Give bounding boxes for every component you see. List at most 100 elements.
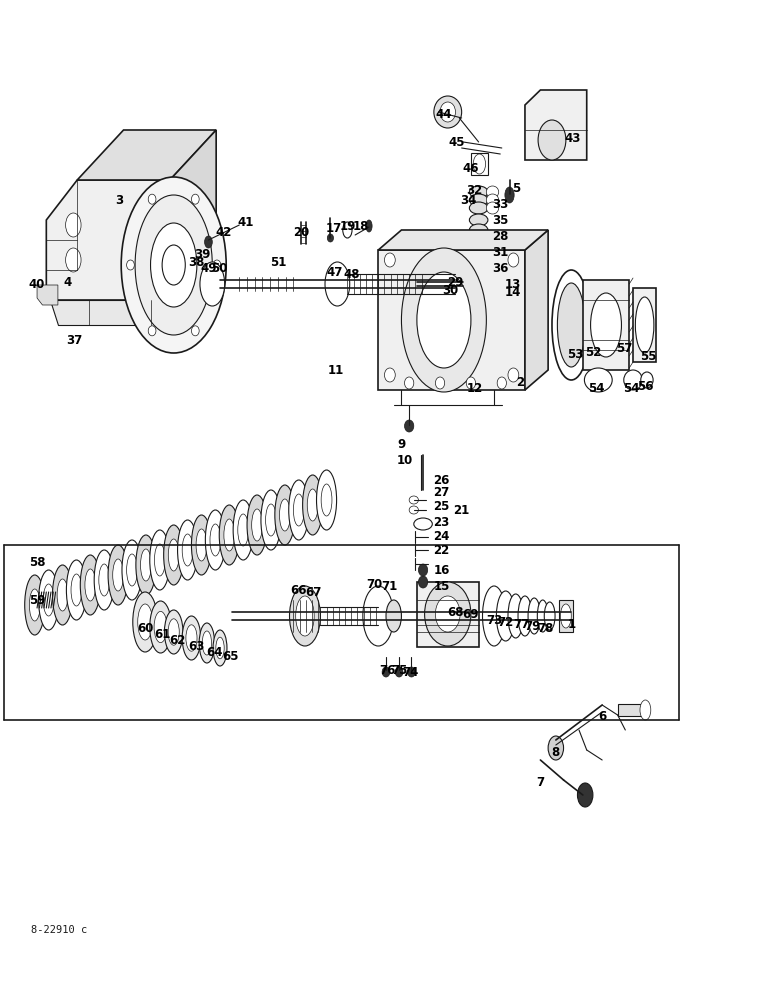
Ellipse shape	[52, 565, 73, 625]
Ellipse shape	[331, 268, 344, 300]
Text: 61: 61	[154, 629, 171, 642]
Ellipse shape	[418, 564, 428, 576]
Text: 9: 9	[398, 438, 405, 452]
Ellipse shape	[196, 529, 207, 561]
Ellipse shape	[205, 268, 220, 300]
Text: 45: 45	[449, 135, 466, 148]
Text: 66: 66	[290, 584, 307, 596]
Ellipse shape	[279, 499, 290, 531]
Text: 55: 55	[640, 350, 657, 362]
Polygon shape	[378, 250, 525, 390]
Text: 17: 17	[325, 222, 342, 234]
Polygon shape	[525, 230, 548, 390]
Ellipse shape	[508, 594, 523, 638]
Ellipse shape	[25, 575, 45, 635]
Text: 79: 79	[524, 619, 541, 633]
Ellipse shape	[466, 377, 476, 389]
Ellipse shape	[213, 260, 221, 270]
Ellipse shape	[469, 194, 488, 206]
Text: 42: 42	[215, 226, 232, 238]
Ellipse shape	[486, 194, 499, 206]
Text: 39: 39	[194, 248, 211, 261]
Text: 34: 34	[460, 194, 477, 207]
Ellipse shape	[635, 297, 654, 353]
Ellipse shape	[435, 596, 460, 632]
Text: 35: 35	[492, 215, 509, 228]
Ellipse shape	[508, 368, 519, 382]
Text: 22: 22	[433, 544, 450, 558]
Ellipse shape	[121, 177, 226, 353]
Ellipse shape	[162, 245, 185, 285]
Text: 3: 3	[116, 194, 124, 207]
Ellipse shape	[321, 484, 332, 516]
Polygon shape	[170, 130, 216, 300]
Text: 11: 11	[327, 363, 344, 376]
Text: 41: 41	[237, 217, 254, 230]
Ellipse shape	[508, 253, 519, 267]
Ellipse shape	[191, 326, 199, 336]
Text: 24: 24	[433, 530, 450, 544]
Ellipse shape	[71, 574, 82, 606]
Ellipse shape	[148, 194, 156, 204]
Ellipse shape	[343, 222, 352, 238]
Ellipse shape	[127, 260, 134, 270]
Ellipse shape	[544, 602, 555, 630]
Ellipse shape	[417, 272, 471, 368]
Ellipse shape	[210, 524, 221, 556]
Ellipse shape	[108, 545, 128, 605]
Bar	[417, 582, 479, 647]
Ellipse shape	[384, 253, 395, 267]
Ellipse shape	[141, 549, 151, 581]
Ellipse shape	[641, 372, 653, 388]
Ellipse shape	[408, 667, 415, 677]
Ellipse shape	[435, 377, 445, 389]
Text: 16: 16	[433, 564, 450, 576]
Text: 20: 20	[293, 226, 310, 238]
Ellipse shape	[382, 667, 390, 677]
Ellipse shape	[418, 576, 428, 588]
Ellipse shape	[252, 509, 262, 541]
Text: 12: 12	[466, 381, 483, 394]
Bar	[583, 280, 629, 370]
Ellipse shape	[469, 234, 488, 246]
Ellipse shape	[501, 277, 512, 291]
Text: 21: 21	[453, 504, 470, 516]
Ellipse shape	[538, 120, 566, 160]
Text: 14: 14	[504, 286, 521, 298]
Ellipse shape	[395, 667, 403, 677]
Ellipse shape	[448, 270, 466, 294]
Text: 28: 28	[492, 231, 509, 243]
Text: 57: 57	[615, 342, 632, 355]
Text: 36: 36	[492, 261, 509, 274]
Ellipse shape	[168, 539, 179, 571]
Text: 33: 33	[492, 198, 509, 212]
Text: 19: 19	[340, 221, 357, 233]
Ellipse shape	[369, 594, 388, 638]
Text: 40: 40	[29, 278, 46, 292]
Text: 15: 15	[433, 580, 450, 592]
Ellipse shape	[266, 504, 276, 536]
Ellipse shape	[317, 470, 337, 530]
Ellipse shape	[191, 194, 199, 204]
Ellipse shape	[486, 202, 499, 214]
Text: 26: 26	[433, 475, 450, 488]
Polygon shape	[77, 130, 216, 180]
Text: 54: 54	[587, 381, 604, 394]
Ellipse shape	[440, 102, 455, 122]
Ellipse shape	[560, 604, 571, 628]
Text: 38: 38	[188, 256, 205, 269]
Ellipse shape	[327, 234, 334, 242]
Ellipse shape	[164, 525, 184, 585]
Text: 8-22910 c: 8-22910 c	[31, 925, 87, 935]
Text: 6: 6	[598, 710, 606, 724]
Text: 37: 37	[66, 334, 83, 347]
Text: 13: 13	[504, 277, 521, 290]
Text: 54: 54	[623, 381, 640, 394]
Ellipse shape	[409, 506, 418, 514]
Bar	[559, 600, 573, 632]
Ellipse shape	[548, 736, 564, 760]
Text: 49: 49	[200, 261, 217, 274]
Text: 59: 59	[29, 594, 46, 607]
Ellipse shape	[469, 224, 488, 236]
Ellipse shape	[150, 530, 170, 590]
